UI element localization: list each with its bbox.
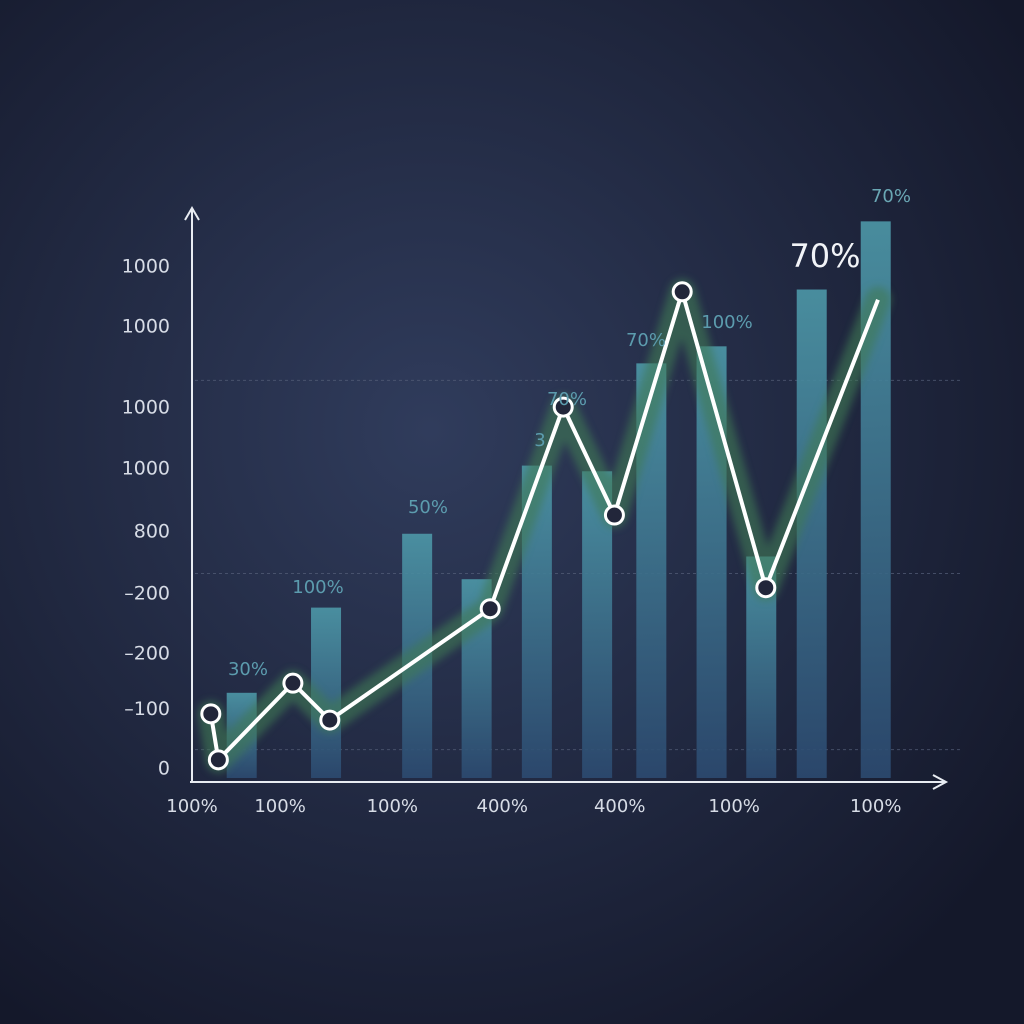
x-tick-label: 400% — [594, 796, 645, 817]
line-point — [552, 396, 574, 418]
annotation: 100% — [292, 577, 343, 598]
annotation: 3 — [534, 430, 545, 451]
bar — [796, 289, 827, 778]
axes — [184, 206, 949, 790]
line-point — [755, 577, 777, 599]
annotation: 30% — [228, 659, 268, 680]
y-tick-label: 0 — [158, 757, 170, 779]
line-point — [200, 703, 222, 725]
line-point — [671, 281, 693, 303]
line-point — [319, 709, 341, 731]
y-tick-label: –200 — [124, 582, 170, 604]
x-tick-label: 100% — [850, 796, 901, 817]
line-point — [479, 598, 501, 620]
line-point — [282, 672, 304, 694]
x-tick-label: 100% — [254, 796, 305, 817]
y-tick-label: 800 — [134, 521, 170, 543]
x-tick-label: 100% — [367, 796, 418, 817]
x-tick-label: 100% — [708, 796, 759, 817]
y-tick-label: 1000 — [122, 458, 170, 480]
annotation: 70% — [626, 330, 666, 351]
line-point — [603, 504, 625, 526]
annotation: 70% — [871, 186, 911, 207]
annotation: 70% — [789, 237, 860, 275]
y-tick-label: 1000 — [122, 255, 170, 277]
y-tick-label: 1000 — [122, 397, 170, 419]
annotation: 70% — [547, 389, 587, 410]
y-tick-label: 1000 — [122, 316, 170, 338]
annotation: 50% — [408, 497, 448, 518]
y-tick-label: –200 — [124, 643, 170, 665]
annotation: 100% — [701, 312, 752, 333]
x-tick-label: 400% — [477, 796, 528, 817]
line — [208, 289, 880, 762]
line-point — [207, 749, 229, 771]
x-tick-label: 100% — [166, 796, 217, 817]
y-tick-label: –100 — [124, 698, 170, 720]
